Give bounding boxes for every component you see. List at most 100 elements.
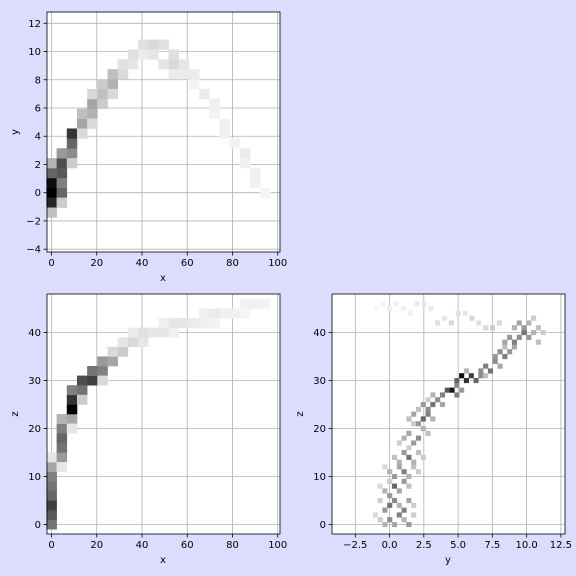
- density-cell: [535, 325, 541, 331]
- density-cell: [396, 464, 402, 470]
- density-cell: [382, 507, 388, 513]
- density-cell: [531, 330, 537, 336]
- x-tick-label: 100: [268, 258, 287, 269]
- y-tick-label: 10: [28, 47, 41, 58]
- density-cell: [430, 402, 436, 408]
- density-cell: [66, 385, 78, 396]
- density-cell: [415, 450, 422, 456]
- density-cell: [439, 402, 446, 408]
- density-cell: [401, 507, 407, 513]
- density-cell: [127, 59, 139, 70]
- density-cell: [138, 327, 149, 338]
- density-cell: [46, 187, 57, 198]
- density-cell: [168, 49, 180, 60]
- grid: [47, 294, 280, 534]
- density-cell: [56, 187, 68, 198]
- y-tick-label: 20: [28, 424, 41, 435]
- density-cell: [260, 187, 271, 198]
- density-cell: [127, 337, 139, 348]
- y-tick-label: 12: [28, 19, 41, 30]
- density-cell: [507, 349, 513, 355]
- density-cell: [76, 394, 88, 405]
- plot-frame: [46, 293, 281, 535]
- density-cell: [521, 330, 527, 336]
- density-cell: [199, 88, 210, 100]
- density-cell: [511, 344, 517, 350]
- density-cell: [209, 98, 220, 110]
- x-tick-label: 80: [226, 258, 239, 269]
- density-cell: [66, 423, 78, 434]
- density-cell: [97, 356, 108, 367]
- density-cell: [87, 98, 98, 110]
- density-cell: [411, 421, 417, 427]
- x-tick-label: 60: [181, 258, 194, 269]
- density-cell: [487, 368, 494, 374]
- x-tick-label: 80: [226, 540, 239, 551]
- density-cell: [459, 387, 465, 393]
- density-cell: [401, 469, 407, 475]
- density-cell: [444, 387, 450, 393]
- y-tick-label: 40: [28, 328, 41, 339]
- density-cell: [76, 128, 88, 139]
- density-cell: [454, 382, 460, 388]
- density-cell: [483, 373, 489, 379]
- density-cell: [526, 334, 532, 340]
- density-cell: [148, 49, 159, 60]
- density-cell: [97, 375, 108, 386]
- density-cell: [454, 378, 460, 384]
- density-cell: [420, 426, 426, 432]
- density-cell: [380, 301, 386, 307]
- density-cell: [415, 435, 422, 441]
- density-cell: [469, 315, 475, 321]
- density-cell: [387, 478, 393, 484]
- density-cell: [406, 430, 412, 436]
- density-cell: [406, 454, 412, 460]
- x-tick-label: 40: [136, 258, 149, 269]
- density-cell: [391, 474, 398, 480]
- density-cell: [66, 158, 78, 169]
- density-cell: [46, 510, 57, 520]
- density-cells: [372, 301, 546, 528]
- density-cell: [496, 320, 502, 326]
- density-cell: [56, 158, 68, 169]
- density-cell: [502, 339, 508, 345]
- density-cell: [449, 387, 455, 393]
- density-cell: [168, 69, 180, 80]
- density-cell: [463, 378, 470, 384]
- density-cell: [158, 318, 169, 328]
- panel-y-vs-z: −2.5 0.0 2.5 5.0 7.5 10.0 12.5 0 10 20 30 40 y z: [295, 293, 572, 566]
- y-ticks: −4 −2 0 2 4 6 8 10 12: [26, 19, 47, 256]
- density-cell: [117, 346, 129, 357]
- density-cell: [239, 158, 251, 169]
- density-cell: [448, 320, 454, 326]
- density-cell: [425, 406, 431, 412]
- plot-frame: [331, 293, 566, 535]
- density-cell: [483, 325, 489, 331]
- y-tick-label: 30: [28, 376, 41, 387]
- density-cell: [425, 411, 431, 417]
- density-cell: [400, 306, 406, 312]
- density-cell: [387, 493, 393, 499]
- density-cell: [382, 522, 388, 528]
- density-cell: [46, 500, 57, 511]
- density-cell: [377, 517, 383, 523]
- density-cell: [56, 442, 68, 453]
- x-axis-label: x: [160, 273, 166, 284]
- density-cell: [56, 423, 68, 434]
- density-cell: [391, 522, 398, 528]
- y-tick-label: −2: [26, 216, 41, 227]
- density-cell: [407, 310, 413, 316]
- density-cell: [188, 79, 200, 90]
- density-cell: [430, 416, 436, 422]
- x-tick-label: 40: [136, 540, 149, 551]
- density-cell: [435, 320, 441, 326]
- density-cell: [372, 512, 378, 518]
- density-cell: [138, 39, 149, 50]
- x-tick-label: 10.0: [515, 540, 537, 551]
- x-tick-label: 20: [90, 258, 103, 269]
- y-tick-label: 2: [35, 160, 41, 171]
- density-cell: [46, 490, 57, 501]
- density-cell: [411, 440, 417, 446]
- density-cell: [420, 416, 426, 422]
- density-cell: [56, 433, 68, 444]
